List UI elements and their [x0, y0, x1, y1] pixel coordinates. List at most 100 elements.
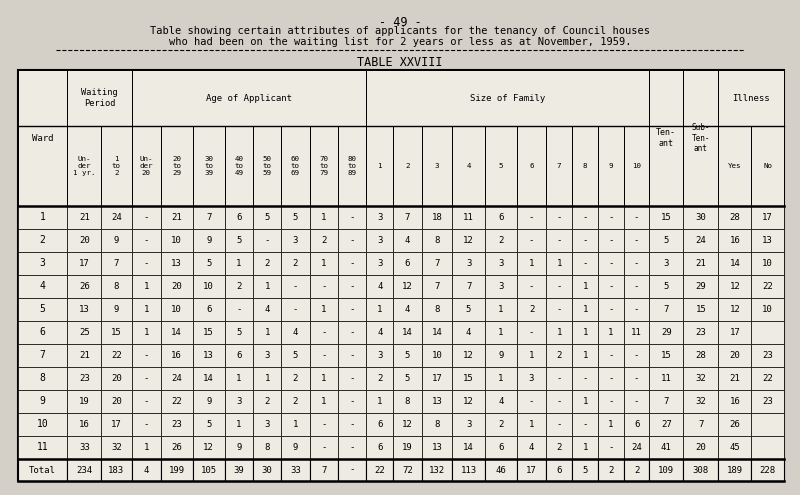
Text: 23: 23: [695, 328, 706, 337]
Text: 50
to
59: 50 to 59: [262, 156, 272, 176]
Text: 13: 13: [431, 397, 442, 406]
Text: 60
to
69: 60 to 69: [291, 156, 300, 176]
Text: 1: 1: [236, 259, 242, 268]
Text: -: -: [557, 305, 562, 314]
Text: 2: 2: [236, 282, 242, 291]
Text: -: -: [350, 328, 354, 337]
Text: 26: 26: [79, 282, 90, 291]
Text: 2: 2: [39, 236, 46, 246]
Text: -: -: [608, 259, 614, 268]
Text: 21: 21: [171, 213, 182, 222]
Text: who had been on the waiting list for 2 years or less as at November, 1959.: who had been on the waiting list for 2 y…: [169, 37, 631, 47]
Text: -: -: [634, 213, 639, 222]
Text: 1: 1: [39, 212, 46, 222]
Text: Un-
der
20: Un- der 20: [139, 156, 153, 176]
Text: -: -: [529, 282, 534, 291]
Text: 105: 105: [201, 465, 217, 475]
Text: 9: 9: [293, 443, 298, 452]
Text: 72: 72: [402, 465, 413, 475]
Text: 2: 2: [321, 236, 326, 245]
Text: 5: 5: [663, 282, 669, 291]
Text: 7: 7: [39, 350, 46, 360]
Text: 1: 1: [557, 259, 562, 268]
Text: 4: 4: [377, 328, 382, 337]
Text: 4: 4: [265, 305, 270, 314]
Text: -: -: [582, 236, 588, 245]
Text: 17: 17: [79, 259, 90, 268]
Text: 10: 10: [431, 351, 442, 360]
Text: -: -: [608, 305, 614, 314]
Text: 5: 5: [405, 374, 410, 383]
Text: 1: 1: [321, 259, 326, 268]
Text: 26: 26: [171, 443, 182, 452]
Text: 17: 17: [762, 213, 773, 222]
Text: 12: 12: [203, 443, 214, 452]
Text: 14: 14: [203, 374, 214, 383]
Text: 16: 16: [79, 420, 90, 429]
Text: 7: 7: [698, 420, 703, 429]
Text: 9: 9: [114, 236, 119, 245]
Text: 28: 28: [730, 213, 740, 222]
Text: 6: 6: [377, 443, 382, 452]
Text: 5: 5: [236, 328, 242, 337]
Text: 14: 14: [171, 328, 182, 337]
Text: 5: 5: [466, 305, 471, 314]
Text: 9: 9: [236, 443, 242, 452]
Text: -: -: [557, 236, 562, 245]
Text: 12: 12: [463, 236, 474, 245]
Text: -: -: [557, 282, 562, 291]
Text: 7: 7: [114, 259, 119, 268]
Text: 23: 23: [79, 374, 90, 383]
Text: -: -: [143, 259, 149, 268]
Text: 70
to
79: 70 to 79: [319, 156, 328, 176]
Text: -: -: [634, 397, 639, 406]
Text: 1: 1: [143, 305, 149, 314]
Text: - 49 -: - 49 -: [378, 16, 422, 29]
Text: -: -: [143, 236, 149, 245]
Text: Ten-
ant: Ten- ant: [656, 128, 676, 148]
Text: 32: 32: [695, 397, 706, 406]
Text: 6: 6: [39, 327, 46, 338]
Text: 17: 17: [730, 328, 740, 337]
Text: Size of Family: Size of Family: [470, 94, 546, 102]
Text: 6: 6: [206, 305, 211, 314]
Text: -: -: [350, 282, 354, 291]
Text: Waiting
Period: Waiting Period: [81, 88, 118, 108]
Text: 1: 1: [143, 328, 149, 337]
Text: 12: 12: [730, 282, 740, 291]
Text: 12: 12: [463, 397, 474, 406]
Text: 1: 1: [321, 374, 326, 383]
Text: 13: 13: [762, 236, 773, 245]
Text: Table showing certain attributes of applicants for the tenancy of Council houses: Table showing certain attributes of appl…: [150, 26, 650, 36]
Text: 15: 15: [661, 213, 672, 222]
Text: 20: 20: [79, 236, 90, 245]
Text: 20: 20: [171, 282, 182, 291]
Text: 22: 22: [762, 282, 773, 291]
Text: -: -: [582, 259, 588, 268]
Text: 11: 11: [661, 374, 672, 383]
Text: 20: 20: [111, 397, 122, 406]
Text: 5: 5: [206, 420, 211, 429]
Text: 3: 3: [265, 420, 270, 429]
Text: 5: 5: [582, 465, 588, 475]
Text: No: No: [763, 163, 772, 169]
Text: 5: 5: [236, 236, 242, 245]
Text: 30
to
39: 30 to 39: [204, 156, 214, 176]
Text: 1: 1: [582, 397, 588, 406]
Text: 199: 199: [169, 465, 185, 475]
Text: -: -: [143, 397, 149, 406]
Text: 1: 1: [321, 213, 326, 222]
Text: 6: 6: [530, 163, 534, 169]
Text: 1: 1: [529, 351, 534, 360]
Text: 7: 7: [434, 282, 440, 291]
Text: -: -: [608, 236, 614, 245]
Text: 2: 2: [557, 443, 562, 452]
Text: 1: 1: [557, 328, 562, 337]
Text: 3: 3: [377, 351, 382, 360]
Text: -: -: [634, 259, 639, 268]
Text: -: -: [608, 351, 614, 360]
Text: 4: 4: [529, 443, 534, 452]
Text: -: -: [265, 236, 270, 245]
Text: 22: 22: [762, 374, 773, 383]
Text: 1: 1: [293, 420, 298, 429]
